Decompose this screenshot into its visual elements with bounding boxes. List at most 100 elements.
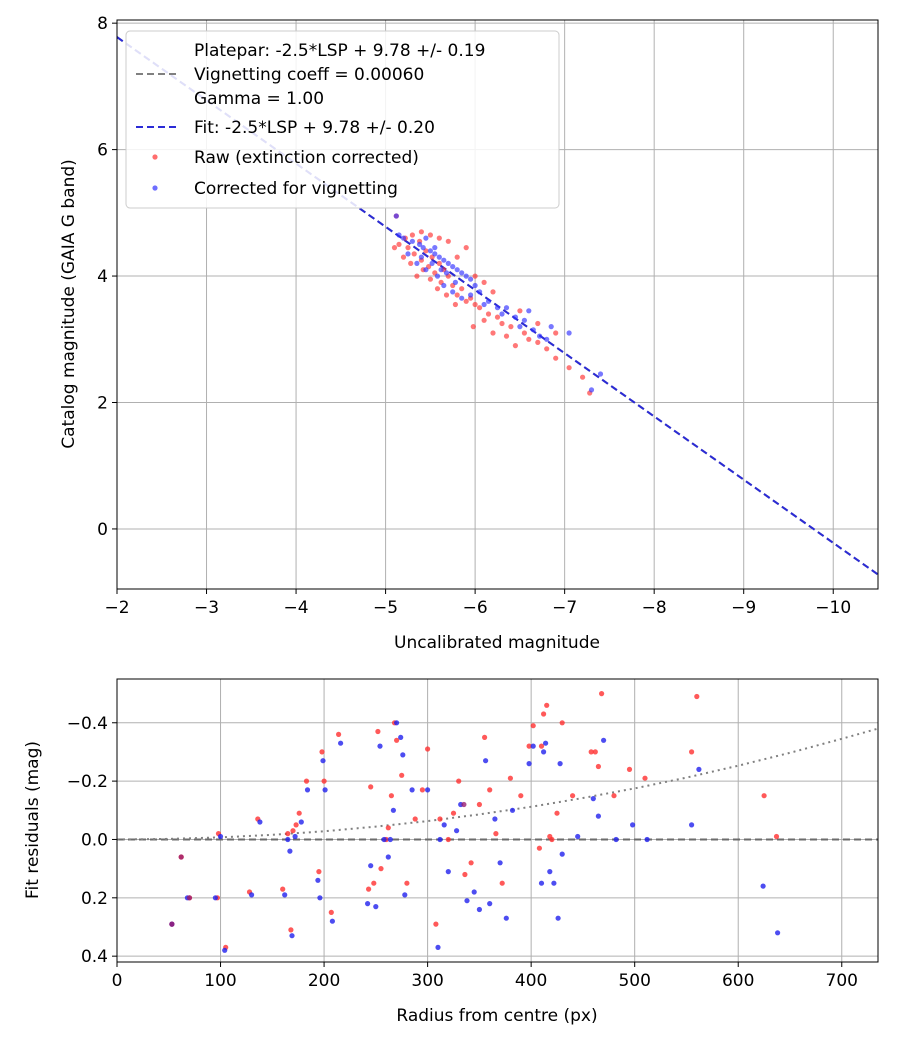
corrected-point bbox=[644, 836, 650, 843]
corrected-point bbox=[541, 749, 547, 755]
legend-gamma-label: Gamma = 1.00 bbox=[194, 89, 324, 109]
raw-extinction-corrected-point bbox=[503, 333, 510, 339]
raw-extinction-corrected-point bbox=[459, 286, 465, 292]
x-tick-label: 100 bbox=[204, 971, 236, 991]
raw-point bbox=[394, 737, 400, 743]
corrected-point bbox=[575, 833, 581, 840]
raw-point bbox=[290, 828, 296, 834]
corrected-point bbox=[464, 898, 470, 904]
x-tick-label: −10 bbox=[815, 598, 851, 618]
corrected-for-vignetting-point bbox=[452, 279, 458, 285]
corrected-point bbox=[543, 740, 549, 746]
y-tick-label: 0.4 bbox=[81, 947, 108, 967]
corrected-for-vignetting-point bbox=[517, 324, 523, 330]
corrected-point bbox=[387, 836, 393, 843]
raw-extinction-corrected-point bbox=[535, 339, 541, 345]
corrected-point bbox=[471, 889, 477, 895]
raw-point bbox=[592, 749, 598, 755]
corrected-point bbox=[497, 860, 503, 866]
raw-point bbox=[541, 711, 547, 717]
raw-point bbox=[385, 825, 391, 831]
corrected-for-vignetting-point bbox=[548, 324, 554, 330]
corrected-for-vignetting-point bbox=[420, 245, 426, 251]
raw-extinction-corrected-point bbox=[553, 330, 559, 336]
raw-point bbox=[694, 693, 700, 700]
corrected-for-vignetting-point bbox=[423, 235, 429, 241]
corrected-point bbox=[292, 833, 298, 840]
corrected-point bbox=[320, 758, 326, 764]
raw-point bbox=[536, 845, 543, 851]
corrected-point bbox=[760, 883, 766, 889]
corrected-for-vignetting-point bbox=[414, 260, 420, 266]
legend-raw-swatch bbox=[152, 154, 158, 160]
legend-raw-label: Raw (extinction corrected) bbox=[194, 148, 419, 168]
raw-extinction-corrected-point bbox=[490, 330, 496, 336]
raw-point bbox=[321, 778, 327, 784]
raw-extinction-corrected-point bbox=[494, 314, 501, 320]
raw-extinction-corrected-point bbox=[463, 298, 469, 304]
corrected-for-vignetting-point bbox=[418, 254, 424, 260]
corrected-for-vignetting-point bbox=[417, 241, 423, 247]
overlap-point bbox=[461, 801, 467, 808]
corrected-for-vignetting-point bbox=[427, 248, 433, 254]
corrected-for-vignetting-point bbox=[400, 235, 407, 241]
corrected-point bbox=[394, 720, 400, 726]
raw-extinction-corrected-point bbox=[427, 276, 433, 282]
corrected-point bbox=[435, 944, 441, 951]
raw-extinction-corrected-point bbox=[472, 301, 478, 308]
corrected-point bbox=[503, 915, 509, 921]
raw-extinction-corrected-point bbox=[427, 232, 433, 238]
raw-extinction-corrected-point bbox=[391, 245, 398, 251]
y-tick-label: 0 bbox=[97, 520, 108, 540]
raw-extinction-corrected-point bbox=[463, 245, 469, 251]
corrected-for-vignetting-point bbox=[454, 267, 460, 273]
raw-point bbox=[493, 831, 499, 837]
overlap-point bbox=[178, 854, 184, 860]
raw-extinction-corrected-point bbox=[544, 346, 550, 352]
raw-extinction-corrected-point bbox=[485, 311, 492, 317]
calibration-legend: Platepar: -2.5*LSP + 9.78 +/- 0.19 Vigne… bbox=[125, 30, 560, 209]
raw-extinction-corrected-point bbox=[454, 254, 460, 260]
raw-point bbox=[303, 778, 310, 784]
x-tick-label: 400 bbox=[515, 971, 547, 991]
corrected-for-vignetting-point bbox=[468, 292, 474, 298]
residuals-y-label: Fit residuals (mag) bbox=[23, 741, 43, 899]
x-tick-label: −3 bbox=[194, 598, 219, 618]
raw-extinction-corrected-point bbox=[566, 365, 572, 371]
raw-extinction-corrected-point bbox=[526, 336, 532, 342]
corrected-for-vignetting-point bbox=[434, 273, 441, 279]
legend-corrected-swatch bbox=[152, 185, 158, 191]
raw-extinction-corrected-point bbox=[434, 286, 441, 292]
corrected-for-vignetting-point bbox=[438, 267, 444, 273]
corrected-point bbox=[217, 833, 224, 840]
corrected-for-vignetting-point bbox=[393, 213, 399, 219]
corrected-point bbox=[483, 758, 489, 764]
raw-extinction-corrected-point bbox=[409, 232, 415, 238]
raw-extinction-corrected-point bbox=[443, 292, 450, 298]
corrected-for-vignetting-point bbox=[445, 260, 451, 266]
y-tick-label: 2 bbox=[97, 393, 108, 413]
raw-point bbox=[626, 766, 633, 773]
raw-point bbox=[456, 778, 462, 784]
y-tick-label: −0.2 bbox=[67, 772, 108, 792]
corrected-point bbox=[257, 819, 263, 825]
corrected-point bbox=[338, 740, 344, 746]
corrected-point bbox=[249, 892, 255, 898]
corrected-for-vignetting-point bbox=[537, 333, 543, 339]
raw-point bbox=[773, 833, 780, 840]
corrected-for-vignetting-point bbox=[472, 282, 478, 289]
raw-extinction-corrected-point bbox=[411, 251, 417, 257]
corrected-point bbox=[304, 787, 311, 793]
x-tick-label: 500 bbox=[618, 971, 650, 991]
corrected-point bbox=[630, 822, 636, 828]
overlap-point bbox=[186, 895, 193, 901]
raw-extinction-corrected-point bbox=[499, 320, 505, 327]
corrected-point bbox=[590, 796, 596, 802]
corrected-for-vignetting-point bbox=[512, 314, 519, 320]
raw-point bbox=[588, 749, 594, 755]
raw-point bbox=[368, 784, 374, 790]
x-tick-label: −4 bbox=[284, 598, 309, 618]
x-tick-label: −6 bbox=[463, 598, 488, 618]
raw-point bbox=[570, 793, 576, 799]
x-tick-label: 700 bbox=[826, 971, 858, 991]
